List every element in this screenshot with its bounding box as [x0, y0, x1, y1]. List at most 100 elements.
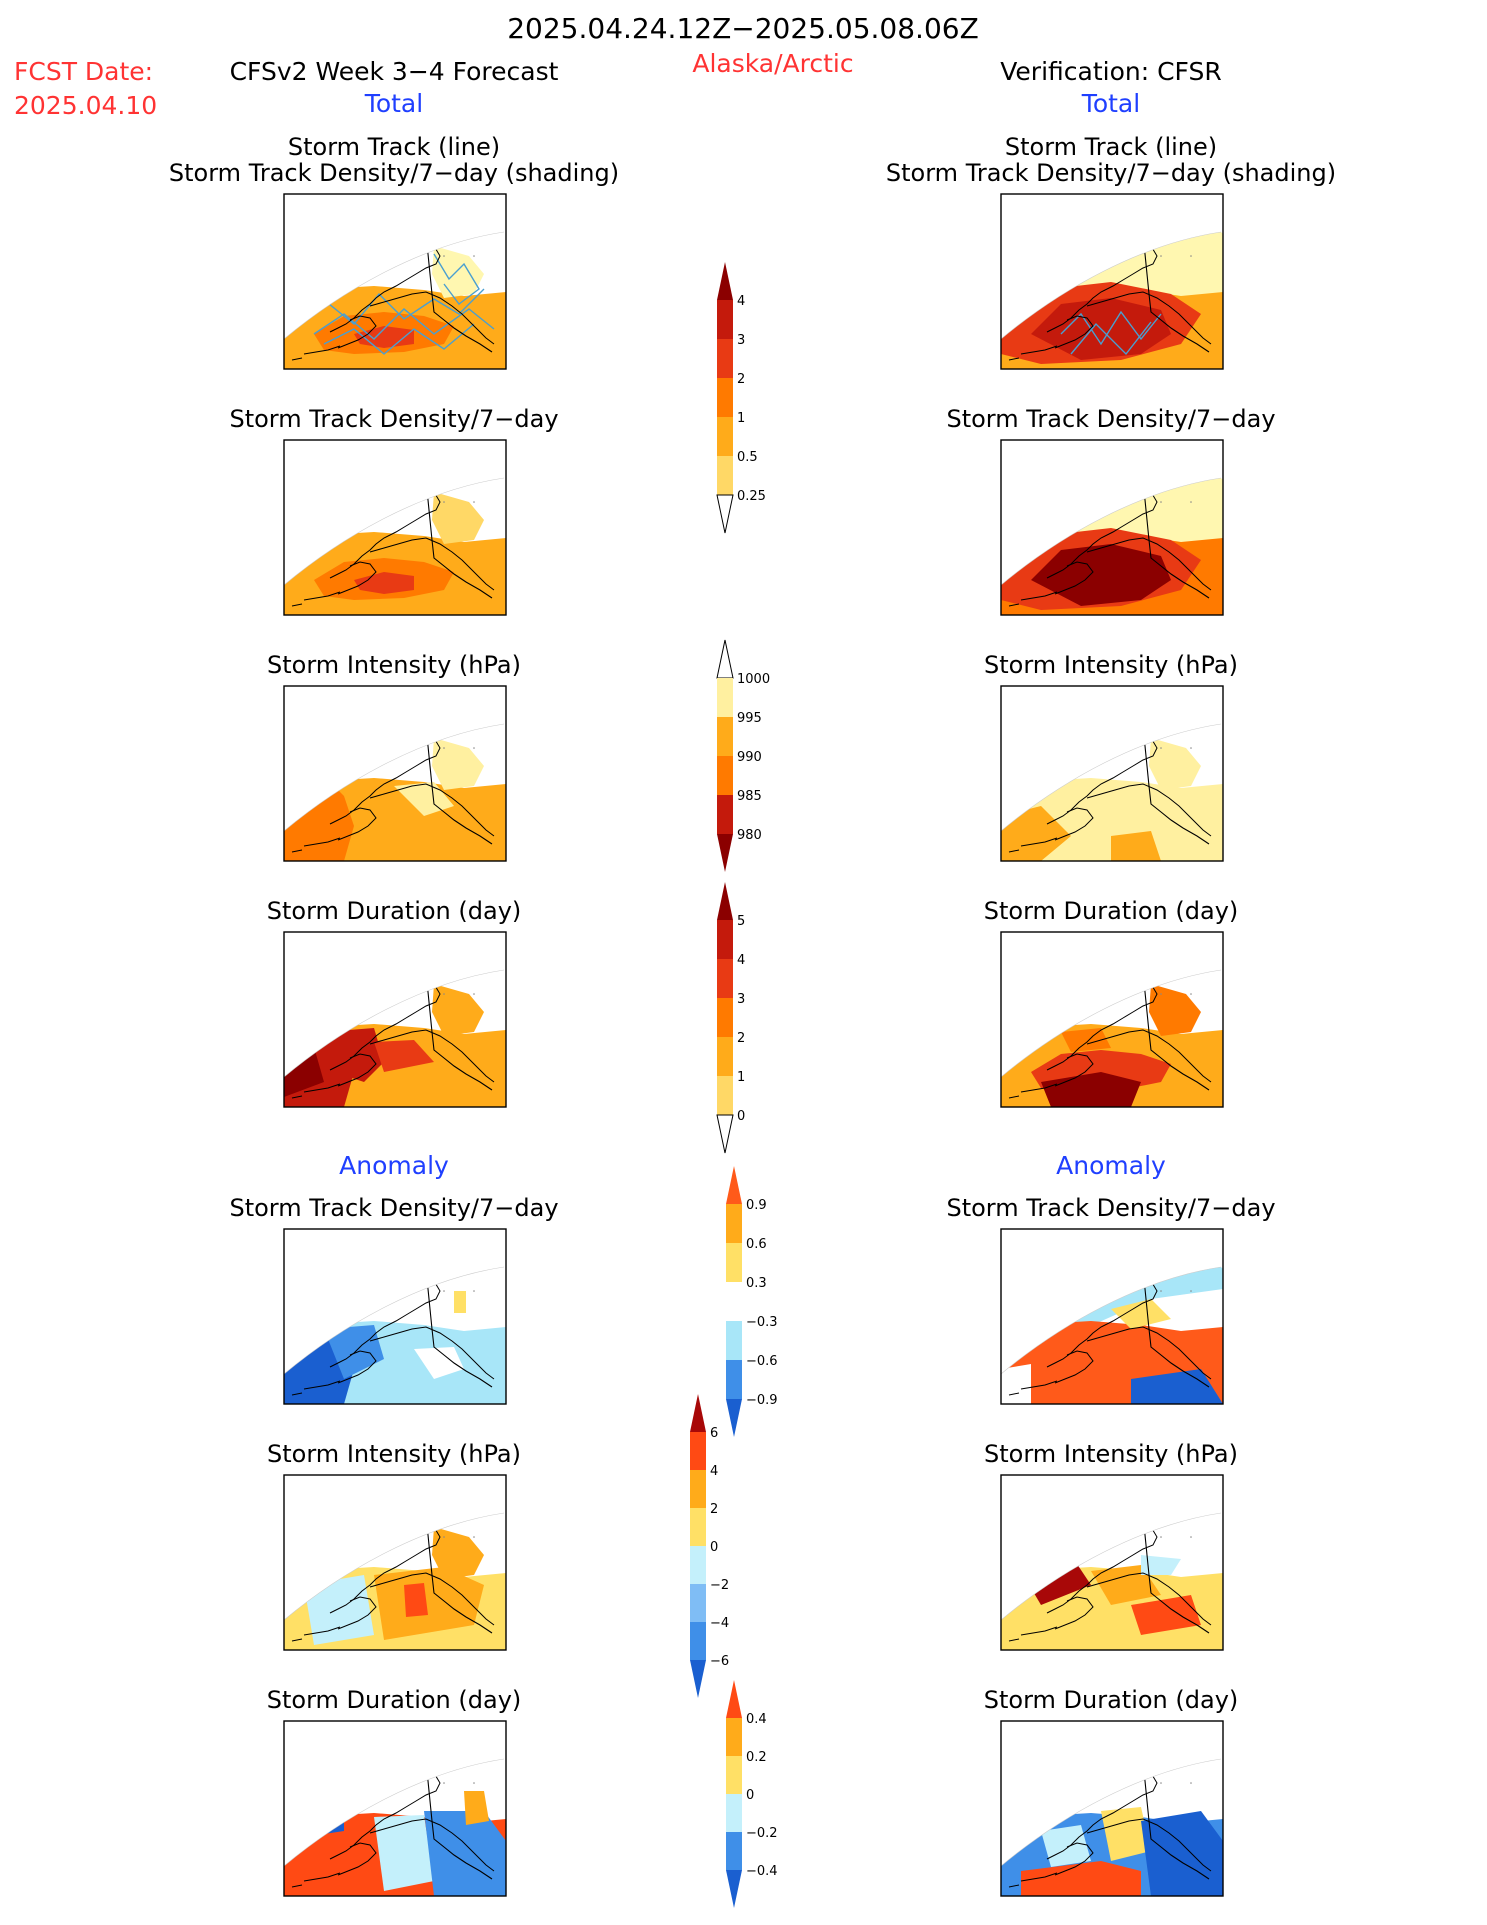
left-duration-map-shade-5	[432, 984, 484, 1036]
fcst-date-label: FCST Date:	[14, 57, 153, 86]
left-total-label: Total	[364, 89, 423, 118]
right-duration-map-shade-3	[1149, 984, 1201, 1036]
duration_anomaly_colorbar-swatch-2	[726, 1794, 742, 1833]
duration_colorbar-tick-label: 4	[737, 953, 745, 968]
right-density-anomaly-title: Storm Track Density/7−day	[946, 1194, 1275, 1222]
verification-title: Verification: CFSR	[1000, 57, 1221, 86]
right-duration-anomaly-map-shade-1	[1021, 1861, 1141, 1896]
intensity_anomaly_colorbar-tick-label: −2	[710, 1578, 729, 1593]
intensity_anomaly_colorbar-tick-label: 4	[710, 1464, 718, 1479]
right-density-map-shade-3	[1031, 544, 1171, 606]
right-duration-map-shade-4	[1061, 1028, 1111, 1052]
right-intensity-anomaly-map	[1000, 1474, 1224, 1651]
left-track-map-shade-2	[354, 326, 414, 348]
duration_colorbar-tick-label: 3	[737, 992, 745, 1007]
fcst-date-value: 2025.04.10	[14, 91, 157, 120]
intensity_anomaly_colorbar: 6 4 2 0 −2 −4 −6	[690, 1394, 729, 1698]
left-duration-anomaly-map	[283, 1720, 507, 1897]
density_colorbar-tick-label: 1	[737, 411, 745, 426]
left-intensity-anomaly-map-shade-2	[374, 1567, 484, 1640]
duration_colorbar-arrow-bottom	[716, 1114, 734, 1154]
intensity_anomaly_colorbar-swatch-2	[690, 1508, 706, 1547]
density_anomaly_colorbar-tick-label: −0.6	[746, 1354, 778, 1369]
left-duration-map-shade-4	[374, 1040, 434, 1072]
intensity_anomaly_colorbar-tick-label: 6	[710, 1426, 718, 1441]
left-density-anomaly-map-shade-3	[414, 1347, 464, 1379]
density_anomaly_colorbar-swatch-3	[726, 1321, 742, 1361]
duration_colorbar-tick-label: 0	[737, 1109, 745, 1124]
density_anomaly_colorbar-tick-label: −0.9	[746, 1393, 778, 1408]
right-intensity-title: Storm Intensity (hPa)	[984, 651, 1238, 679]
left-intensity-map-shade-2	[432, 738, 484, 790]
duration_colorbar-arrow-top	[717, 882, 733, 920]
density_colorbar-tick-label: 4	[737, 294, 745, 309]
intensity_colorbar-swatch-2	[717, 756, 733, 796]
duration_anomaly_colorbar-tick-label: 0.4	[746, 1712, 767, 1727]
right-duration-anomaly-map-shade-2	[1101, 1807, 1151, 1861]
density_colorbar-swatch-0	[717, 300, 733, 340]
density_colorbar-tick-label: 2	[737, 372, 745, 387]
density_colorbar-arrow-bottom	[716, 494, 734, 534]
right-total-label: Total	[1081, 89, 1140, 118]
density_colorbar-tick-label: 3	[737, 333, 745, 348]
intensity_colorbar-tick-label: 990	[737, 750, 762, 765]
duration_colorbar-swatch-3	[717, 1037, 733, 1077]
duration_colorbar: 5 4 3 2 1 0	[716, 882, 745, 1154]
density_anomaly_colorbar-tick-label: 0.3	[746, 1276, 767, 1291]
right-intensity-anomaly-map-shade-4	[1141, 1555, 1181, 1575]
intensity_colorbar-tick-label: 985	[737, 789, 762, 804]
colorbars: 43210.50.2510009959909859805432100.90.60…	[690, 262, 778, 1908]
density_anomaly_colorbar-tick-label: 0.6	[746, 1237, 767, 1252]
left-density-map-shade-2	[354, 572, 414, 594]
right-duration-anomaly-map-shade-4	[1041, 1825, 1091, 1867]
intensity_anomaly_colorbar-swatch-1	[690, 1470, 706, 1509]
duration_colorbar-tick-label: 1	[737, 1070, 745, 1085]
left-intensity-anomaly-title: Storm Intensity (hPa)	[267, 1440, 521, 1468]
left-track-shading-title: Storm Track Density/7−day (shading)	[169, 159, 619, 187]
density_anomaly_colorbar-swatch-1	[726, 1243, 742, 1283]
right-density-anomaly-map-shade-3	[1131, 1369, 1223, 1404]
density_colorbar-arrow-top	[717, 262, 733, 300]
intensity_anomaly_colorbar-swatch-5	[690, 1622, 706, 1661]
density_anomaly_colorbar-arrow-top	[726, 1166, 742, 1204]
intensity_anomaly_colorbar-tick-label: −6	[710, 1654, 729, 1669]
model-title: CFSv2 Week 3−4 Forecast	[230, 57, 559, 86]
duration_anomaly_colorbar-swatch-3	[726, 1832, 742, 1871]
duration_colorbar-tick-label: 5	[737, 914, 745, 929]
left-density-anomaly-map-shade-4	[454, 1291, 466, 1313]
intensity_colorbar-tick-label: 995	[737, 711, 762, 726]
duration_anomaly_colorbar-tick-label: −0.2	[746, 1826, 778, 1841]
intensity_colorbar-arrow-top	[716, 639, 734, 679]
right-duration-title: Storm Duration (day)	[984, 897, 1239, 925]
intensity_anomaly_colorbar-swatch-0	[690, 1432, 706, 1471]
right-duration-anomaly-title: Storm Duration (day)	[984, 1686, 1239, 1714]
intensity_colorbar-swatch-0	[717, 678, 733, 718]
left-intensity-anomaly-map-shade-4	[432, 1527, 484, 1579]
right-track-map-track-0	[1060, 310, 1162, 346]
intensity_colorbar-tick-label: 980	[737, 828, 762, 843]
intensity_anomaly_colorbar-tick-label: 0	[710, 1540, 718, 1555]
density_colorbar-swatch-2	[717, 378, 733, 418]
right-track-line-title: Storm Track (line)	[1005, 133, 1217, 161]
density_colorbar-swatch-4	[717, 456, 733, 496]
duration_anomaly_colorbar: 0.4 0.2 0 −0.2 −0.4	[726, 1680, 778, 1908]
density_colorbar-tick-label: 0.5	[737, 450, 758, 465]
density_colorbar-swatch-1	[717, 339, 733, 379]
density_anomaly_colorbar-swatch-4	[726, 1360, 742, 1400]
left-duration-map	[283, 931, 507, 1108]
intensity_anomaly_colorbar-swatch-3	[690, 1546, 706, 1585]
duration_anomaly_colorbar-swatch-0	[726, 1718, 742, 1757]
left-track-map-track-3	[433, 253, 480, 305]
intensity_colorbar-tick-label: 1000	[737, 672, 770, 687]
density_anomaly_colorbar-swatch-0	[726, 1204, 742, 1244]
right-intensity-map-shade-3	[1149, 738, 1201, 790]
left-intensity-anomaly-map	[283, 1474, 507, 1651]
right-density-title: Storm Track Density/7−day	[946, 405, 1275, 433]
map-panels	[283, 193, 1224, 1897]
left-density-anomaly-map	[283, 1228, 507, 1405]
left-duration-anomaly-map-shade-1	[374, 1815, 434, 1891]
duration_anomaly_colorbar-arrow-top	[726, 1680, 742, 1718]
left-density-map	[283, 439, 507, 616]
duration_anomaly_colorbar-tick-label: 0	[746, 1788, 754, 1803]
